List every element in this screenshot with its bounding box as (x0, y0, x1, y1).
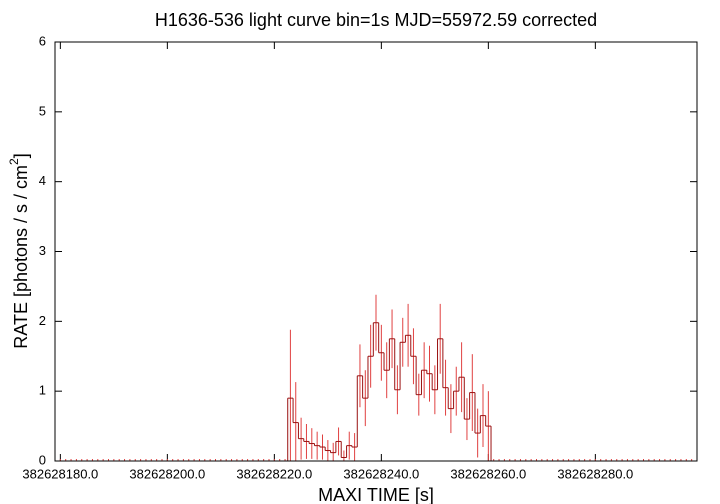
y-tick-label: 2 (39, 313, 46, 328)
x-tick-label: 382628200.0 (129, 466, 205, 481)
x-tick-label: 382628240.0 (343, 466, 419, 481)
y-axis-label-sup: 2 (7, 158, 21, 165)
plot-frame (54, 41, 698, 462)
x-tick-label: 382628260.0 (450, 466, 526, 481)
chart-title: H1636-536 light curve bin=1s MJD=55972.5… (155, 10, 597, 30)
x-tick-label: 382628180.0 (22, 466, 98, 481)
y-tick-label: 1 (39, 383, 46, 398)
y-tick-label: 6 (39, 33, 46, 48)
y-axis-label-part: RATE [photons / s / cm (11, 165, 31, 349)
y-tick-label: 4 (39, 173, 46, 188)
y-tick-label: 5 (39, 103, 46, 118)
x-tick-label: 382628220.0 (236, 466, 312, 481)
y-axis-label: RATE [photons / s / cm2] (7, 153, 31, 348)
y-tick-label: 3 (39, 243, 46, 258)
x-axis-label: MAXI TIME [s] (318, 485, 434, 504)
x-tick-label: 382628280.0 (557, 466, 633, 481)
y-tick-label: 0 (39, 452, 46, 467)
y-axis-label-part: ] (11, 153, 31, 158)
